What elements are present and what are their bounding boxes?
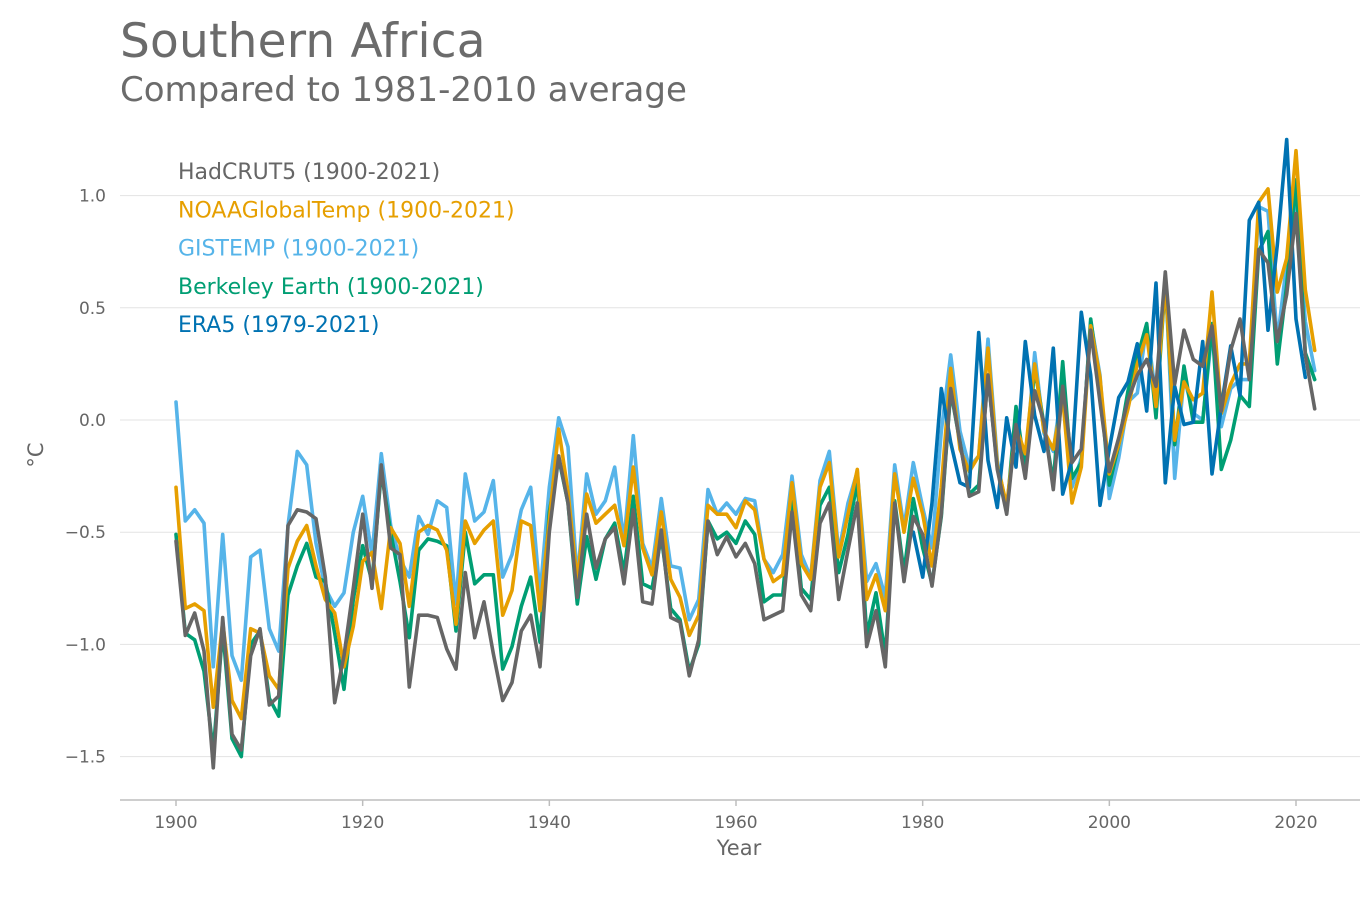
y-tick-label: 0.0 — [79, 411, 106, 431]
x-tick-label: 2020 — [1274, 813, 1317, 833]
series-line — [174, 178, 1317, 759]
legend-item: HadCRUT5 (1900-2021) — [178, 160, 440, 185]
series-line — [174, 191, 1317, 683]
series-line — [174, 148, 1317, 721]
x-axis: 1900 1920 1940 1960 1980 2000 2020 — [120, 799, 1360, 833]
chart-title: Southern Africa — [120, 14, 486, 69]
y-axis: −1.5 −1.0 −0.5 0.0 0.5 1.0 — [65, 187, 106, 768]
x-tick-label: 1900 — [154, 813, 197, 833]
chart-subtitle: Compared to 1981-2010 average — [120, 70, 687, 110]
legend-item: ERA5 (1979-2021) — [178, 313, 379, 338]
legend: HadCRUT5 (1900-2021) NOAAGlobalTemp (1900… — [178, 160, 515, 338]
series-lines — [174, 137, 1317, 770]
legend-item: GISTEMP (1900-2021) — [178, 237, 419, 262]
y-axis-title: °C — [24, 442, 48, 467]
x-tick-label: 1960 — [714, 813, 757, 833]
series-line — [911, 137, 1308, 579]
y-tick-label: −1.5 — [65, 748, 106, 768]
y-tick-label: −0.5 — [65, 523, 106, 543]
x-tick-label: 2000 — [1088, 813, 1131, 833]
x-tick-label: 1920 — [341, 813, 384, 833]
series-line — [174, 211, 1317, 770]
legend-item: Berkeley Earth (1900-2021) — [178, 275, 484, 300]
x-tick-label: 1980 — [901, 813, 944, 833]
y-tick-label: −1.0 — [65, 635, 106, 655]
y-tick-label: 0.5 — [79, 299, 106, 319]
legend-item: NOAAGlobalTemp (1900-2021) — [178, 198, 515, 223]
x-axis-title: Year — [716, 836, 762, 860]
x-tick-label: 1940 — [528, 813, 571, 833]
y-tick-label: 1.0 — [79, 187, 106, 207]
